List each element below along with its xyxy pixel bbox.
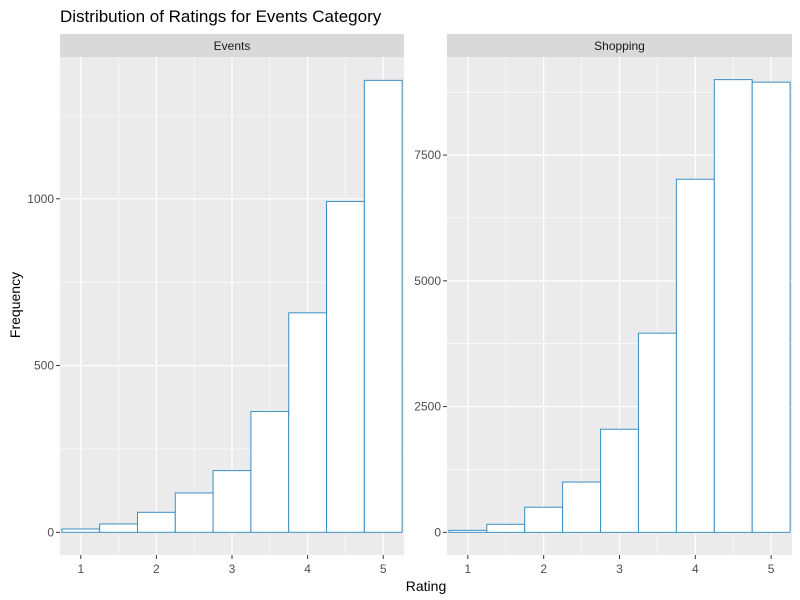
y-tick-label: 0 — [434, 525, 441, 539]
histogram-bar — [212, 470, 252, 533]
chart-title: Distribution of Ratings for Events Categ… — [60, 7, 382, 26]
x-axis-title: Rating — [406, 578, 446, 594]
histogram-bar — [288, 312, 328, 533]
x-tick-label: 1 — [77, 562, 84, 576]
y-tick-label: 1000 — [27, 192, 54, 206]
facet-strip — [447, 34, 792, 57]
histogram-bar — [363, 79, 403, 533]
histogram-bar — [99, 523, 138, 533]
histogram-bar — [326, 200, 365, 533]
histogram-bar — [136, 511, 176, 533]
y-tick-label: 5000 — [414, 274, 441, 288]
histogram-bar — [713, 79, 753, 533]
x-tick-label: 4 — [304, 562, 311, 576]
x-tick-label: 1 — [465, 562, 472, 576]
y-tick-label: 0 — [47, 525, 54, 539]
facet-panels: Events 0 500 1000 1 2 3 4 5 Shopping 0 2500 5000 7500… — [27, 34, 792, 576]
y-tick-label: 7500 — [414, 148, 441, 162]
y-tick-label: 2500 — [414, 400, 441, 414]
histogram-bar — [61, 528, 101, 533]
facet-strip-label: Events — [214, 39, 251, 53]
histogram-bar — [751, 81, 791, 533]
histogram-bar — [524, 506, 564, 533]
x-tick-label: 2 — [540, 562, 547, 576]
x-tick-label: 3 — [616, 562, 623, 576]
facet-strip — [60, 34, 404, 57]
histogram-bar — [600, 428, 639, 533]
histogram-bar — [448, 529, 488, 533]
x-tick-label: 5 — [768, 562, 775, 576]
histogram-bar — [486, 523, 526, 533]
x-tick-label: 4 — [692, 562, 699, 576]
histogram-bar — [174, 492, 214, 533]
histogram-bar — [637, 332, 677, 533]
x-tick-label: 3 — [229, 562, 236, 576]
facet-strip-label: Shopping — [594, 39, 645, 53]
y-tick-label: 500 — [34, 359, 54, 373]
histogram-bar — [250, 411, 290, 533]
histogram-bar — [562, 481, 602, 533]
panel-events: Events 0 500 1000 1 2 3 4 5 — [27, 34, 404, 576]
panel-shopping: Shopping 0 2500 5000 7500 1 2 3 4 5 — [414, 34, 792, 576]
histogram-bar — [675, 178, 715, 533]
y-axis-title: Frequency — [7, 272, 23, 338]
x-tick-label: 5 — [380, 562, 387, 576]
x-tick-label: 2 — [153, 562, 160, 576]
